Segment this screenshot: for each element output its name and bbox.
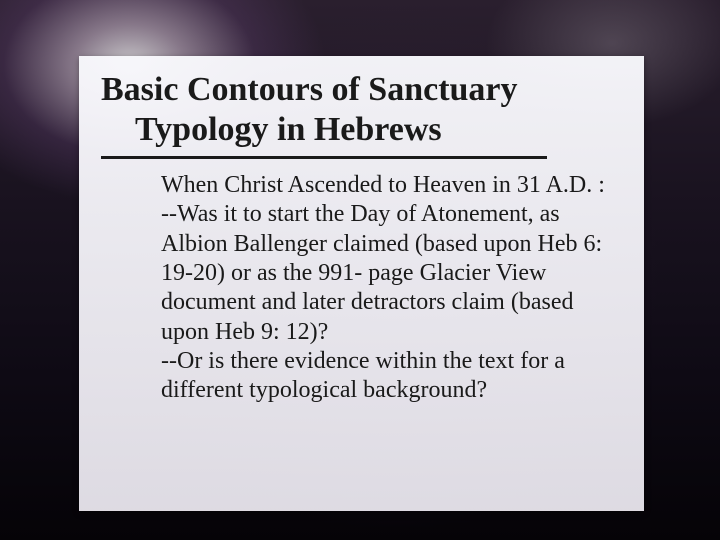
- slide-background: Basic Contours of Sanctuary Typology in …: [0, 0, 720, 540]
- content-panel: Basic Contours of Sanctuary Typology in …: [79, 56, 644, 511]
- body-paragraph: --Or is there evidence within the text f…: [161, 347, 618, 406]
- slide-body: When Christ Ascended to Heaven in 31 A.D…: [99, 171, 624, 405]
- body-paragraph: When Christ Ascended to Heaven in 31 A.D…: [161, 171, 618, 200]
- title-line-2: Typology in Hebrews: [101, 110, 624, 150]
- title-underline: [101, 156, 547, 159]
- title-line-1: Basic Contours of Sanctuary: [101, 70, 624, 110]
- body-paragraph: --Was it to start the Day of Atonement, …: [161, 200, 618, 346]
- slide-title: Basic Contours of Sanctuary Typology in …: [99, 70, 624, 150]
